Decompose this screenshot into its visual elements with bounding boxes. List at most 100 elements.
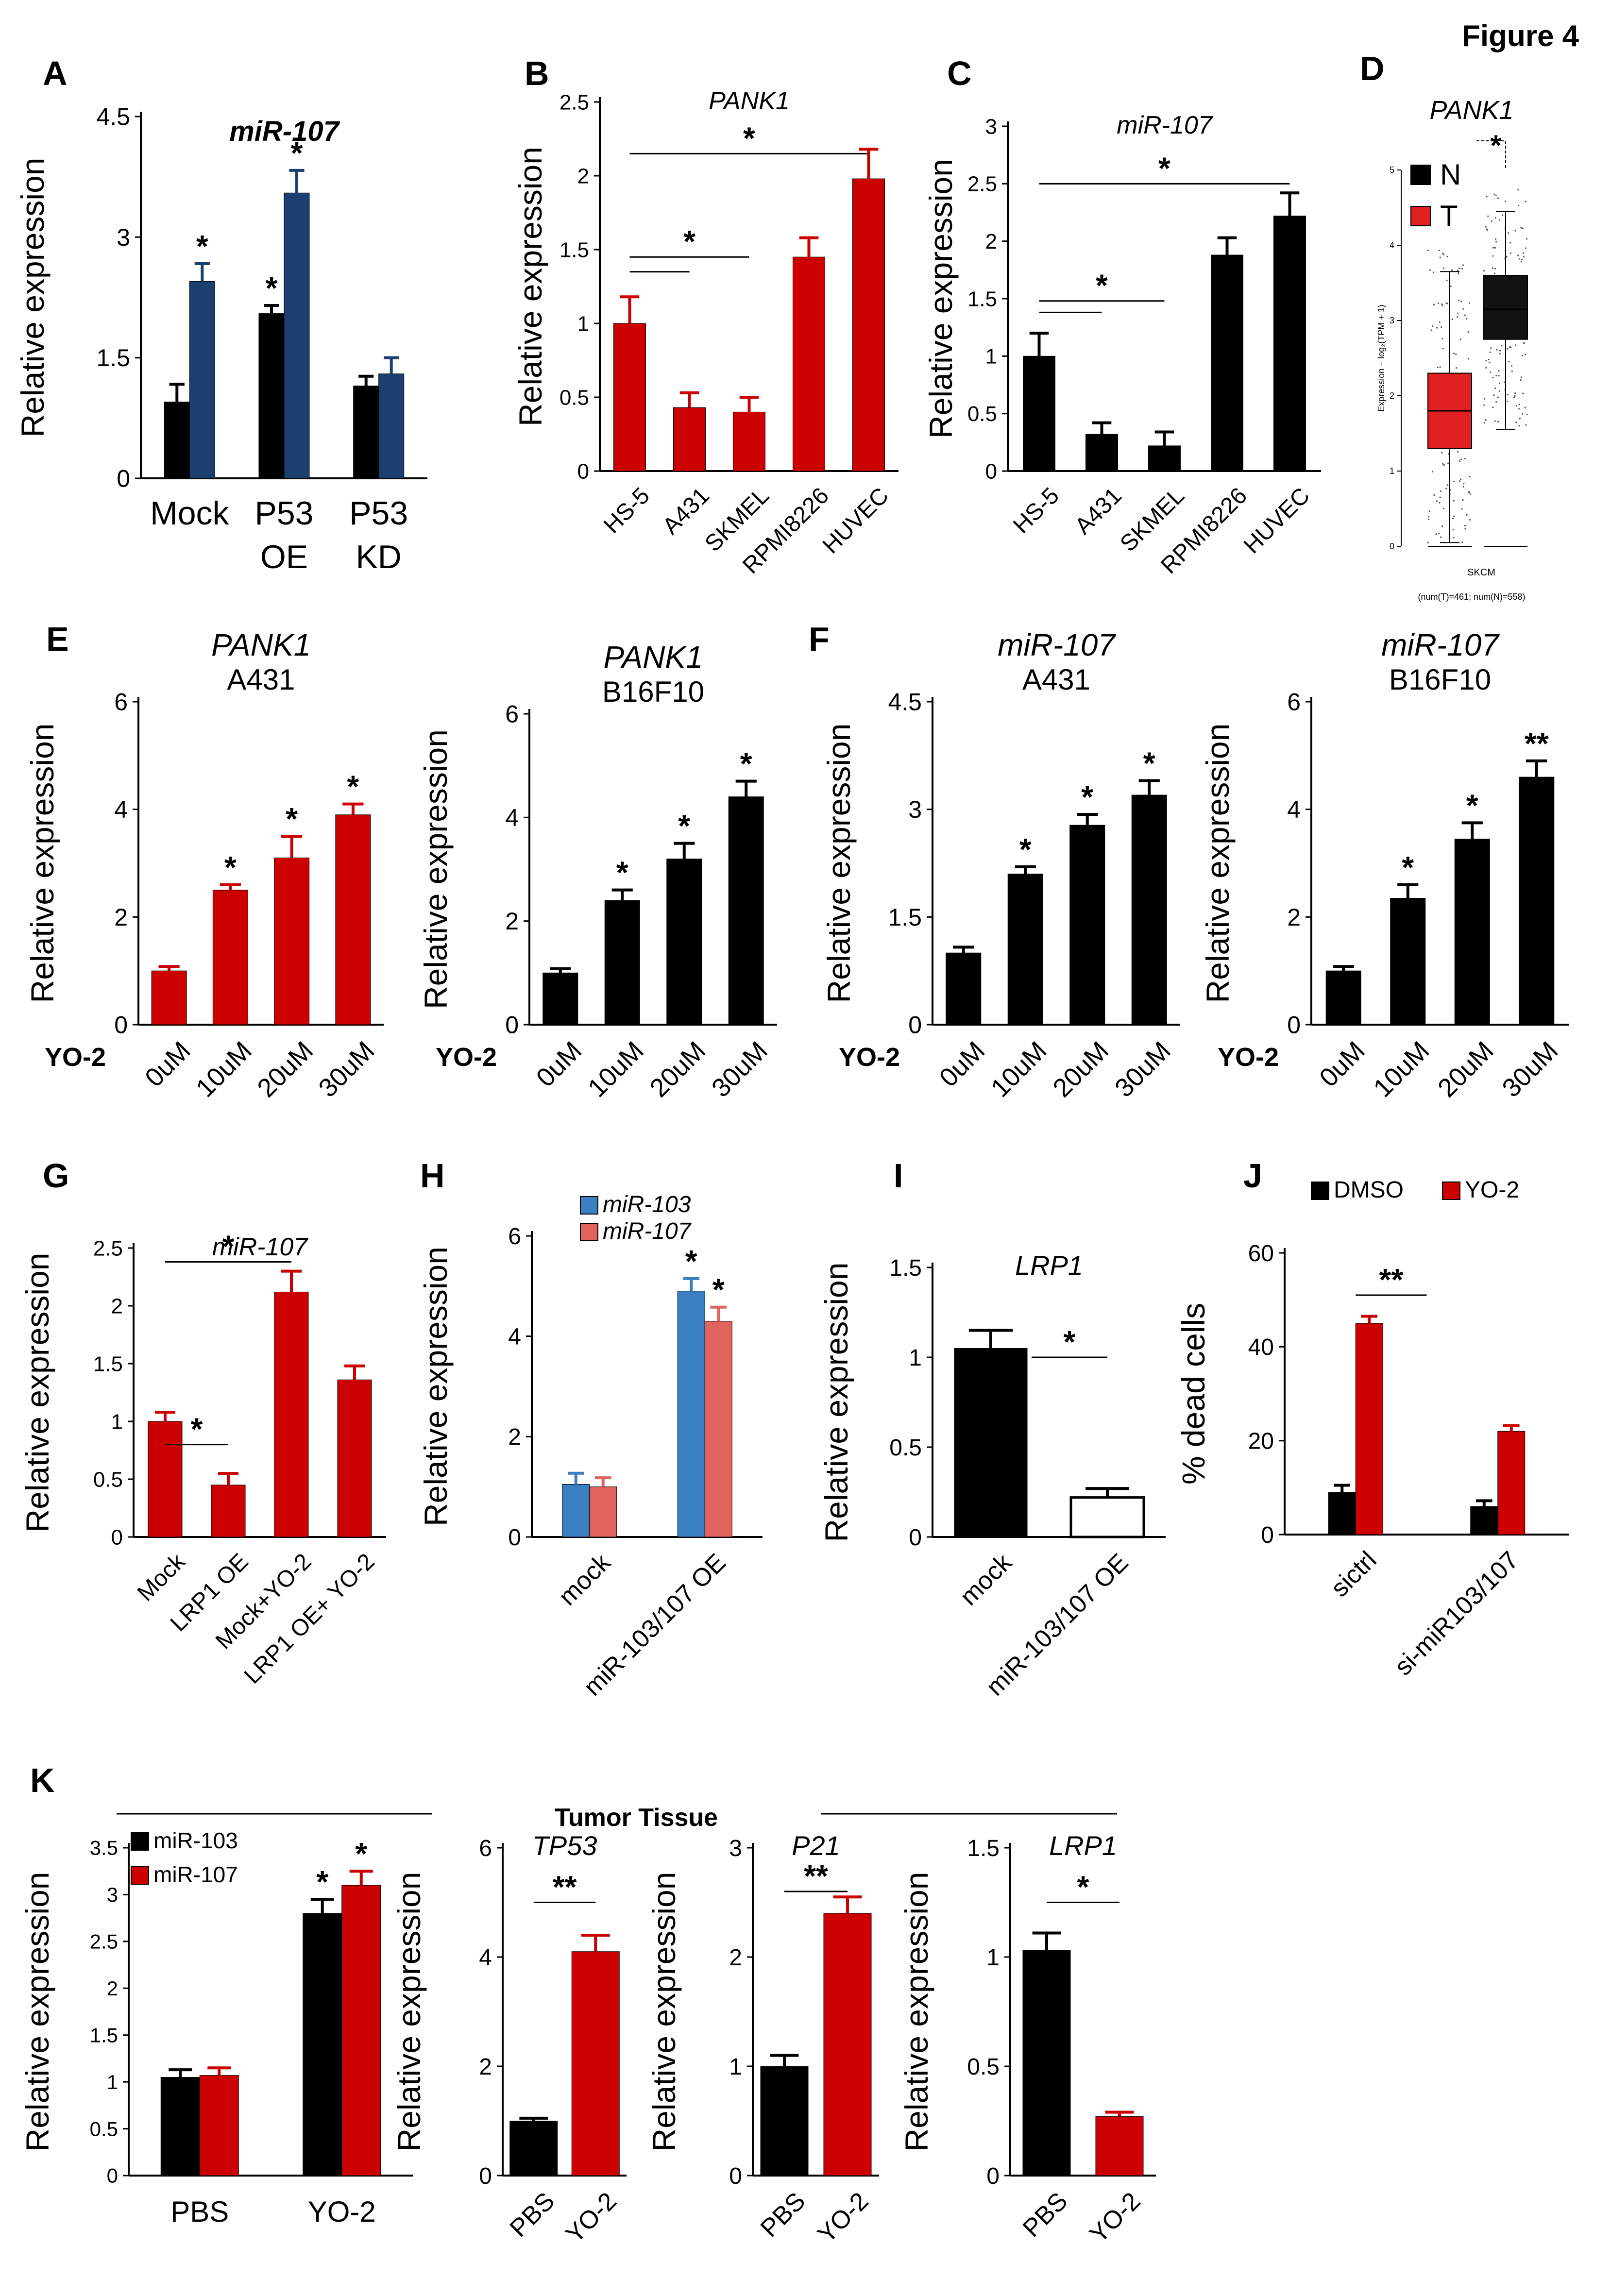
y-tick-label: 2 [508,1424,521,1450]
y-tick-label: 3 [908,796,922,823]
bracket-label: * [222,1229,235,1264]
legend-swatch [580,1223,598,1241]
jitter-point [1432,471,1434,473]
jitter-point [1507,400,1509,403]
jitter-point [1488,358,1490,360]
jitter-point [1469,519,1471,521]
jitter-point [1514,344,1517,346]
x-category-label: Mock [150,495,229,532]
jitter-point [1483,398,1486,400]
y-tick-label: 2 [729,1945,742,1971]
jitter-point [1498,219,1500,221]
jitter-point [1520,261,1522,263]
bar [589,1486,617,1537]
y-tick-label: 2 [505,908,519,935]
bar [378,373,405,479]
chart-title: PANK1 [603,640,703,675]
jitter-point [1453,537,1455,539]
jitter-point [1510,365,1513,367]
bar [1328,1492,1356,1535]
bar [1519,777,1555,1025]
y-tick-label: 1.5 [889,1255,922,1281]
jitter-point [1485,226,1487,228]
jitter-point [1439,256,1441,258]
chart-title: miR-107 [1117,111,1213,139]
jitter-point [1463,483,1465,485]
chart-subtitle: B16F10 [1389,663,1491,696]
jitter-point [1509,242,1511,244]
y-tick-label: 1 [729,2054,742,2080]
jitter-point [1523,252,1525,254]
jitter-point [1493,272,1495,274]
y-axis-label: Relative expression [899,1872,934,2152]
panel-label-i: I [894,1157,903,1195]
jitter-point [1518,425,1520,427]
bracket-label: * [683,224,695,259]
chart-title: miR-107 [998,627,1116,662]
chart-d: 0 1 2 3 4 5 Expression – log₂(TPM + 1) PANK1 * NT… [1376,96,1528,602]
jitter-point [1522,392,1524,394]
jitter-point [1503,381,1506,383]
jitter-point [1518,204,1520,207]
y-axis-label: Relative expression [923,159,959,439]
significance-star: * [316,1864,328,1899]
jitter-point [1437,366,1439,369]
y-axis-label: Expression – log₂(TPM + 1) [1376,304,1386,412]
bar [1085,434,1118,472]
jitter-point [1441,304,1443,306]
jitter-point [1496,349,1498,351]
jitter-point [1513,396,1515,398]
legend-swatch [1410,165,1431,185]
legend-label: miR-107 [603,1218,692,1244]
y-tick-label: 1 [577,312,589,336]
jitter-point [1458,300,1460,302]
significance-star: * [266,270,278,305]
jitter-point [1495,374,1497,377]
bar [284,192,310,479]
y-tick-label: 2 [107,1977,118,2000]
y-tick-label: 3 [117,224,130,251]
significance-star: * [347,769,359,804]
jitter-point [1525,424,1527,426]
jitter-point [1506,256,1508,258]
jitter-point [1526,413,1528,415]
jitter-point [1437,302,1440,304]
jitter-point [1443,253,1445,255]
significance-star: * [1402,850,1414,885]
bracket-label: ** [804,1858,828,1893]
jitter-point [1445,302,1447,304]
y-tick-label: 2 [1287,904,1301,931]
jitter-point [1518,408,1520,410]
legend-label: N [1440,158,1461,191]
jitter-point [1446,484,1448,486]
bar [673,407,706,472]
y-tick-label: 1.5 [560,238,589,262]
x-category-label: YO-2 [308,2195,376,2228]
chart-title: PANK1 [211,627,311,662]
legend-swatch [131,1832,149,1851]
bracket-label: * [1096,268,1108,303]
jitter-point [1443,267,1445,270]
bar [543,972,578,1025]
bar [1022,1950,1071,2176]
bar [666,859,702,1025]
jitter-point [1464,525,1466,527]
jitter-point [1494,388,1496,389]
figure-title: Figure 4 [1462,19,1579,53]
y-tick-label: 4.5 [888,689,922,716]
jitter-point [1455,354,1457,355]
bar [733,411,765,472]
significance-star: * [1081,779,1093,814]
jitter-point [1509,252,1511,254]
y-tick-label: 0 [117,465,130,492]
y-tick-label: 1.5 [90,2024,118,2046]
chart-title: PANK1 [1429,96,1513,125]
y-tick-label: 2 [577,164,589,188]
bar [274,857,310,1025]
jitter-point [1442,463,1444,465]
y-tick-label: 0 [986,2163,1000,2189]
jitter-point [1464,314,1466,316]
jitter-point [1452,517,1454,520]
chart-title: miR-107 [1381,627,1500,662]
